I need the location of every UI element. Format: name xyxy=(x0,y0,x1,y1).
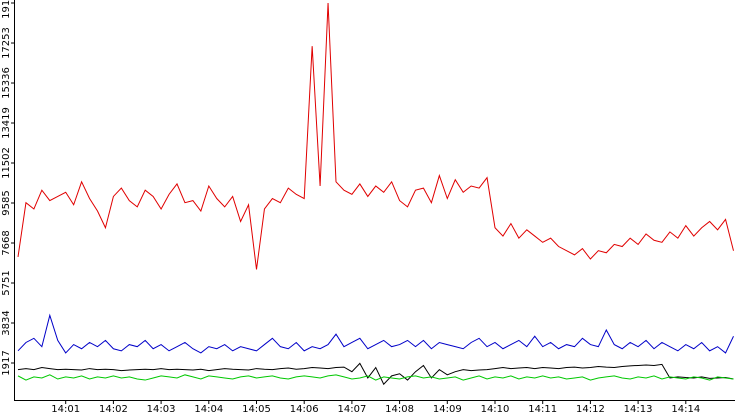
x-tick-label: 14:05 xyxy=(242,404,271,415)
x-tick-label: 14:09 xyxy=(433,404,462,415)
y-tick-label: 11502 xyxy=(1,147,12,179)
y-tick-label: 19171 xyxy=(1,0,12,19)
y-tick-label: 17253 xyxy=(1,27,12,59)
x-tick-label: 14:01 xyxy=(51,404,80,415)
x-tick-label: 14:08 xyxy=(385,404,414,415)
x-tick-label: 14:07 xyxy=(337,404,366,415)
y-tick-label: 1917 xyxy=(1,350,12,375)
x-tick-label: 14:02 xyxy=(99,404,128,415)
y-tick-label: 7668 xyxy=(1,230,12,255)
x-tick-label: 14:03 xyxy=(147,404,176,415)
y-tick-label: 5751 xyxy=(1,270,12,295)
series-line xyxy=(17,362,734,386)
series-line xyxy=(17,2,734,270)
x-tick-label: 14:12 xyxy=(576,404,605,415)
x-tick-label: 14:14 xyxy=(671,404,700,415)
x-tick-label: 14:11 xyxy=(528,404,557,415)
x-tick-label: 14:10 xyxy=(481,404,510,415)
series-line xyxy=(17,313,734,354)
y-tick-label: 3834 xyxy=(1,310,12,335)
y-tick-label: 15336 xyxy=(1,67,12,99)
x-tick-label: 14:13 xyxy=(624,404,653,415)
series-line xyxy=(17,374,734,381)
y-tick-label: 9585 xyxy=(1,190,12,215)
x-tick-label: 14:04 xyxy=(194,404,223,415)
x-tick-label: 14:06 xyxy=(290,404,319,415)
y-tick-label: 13419 xyxy=(1,107,12,139)
